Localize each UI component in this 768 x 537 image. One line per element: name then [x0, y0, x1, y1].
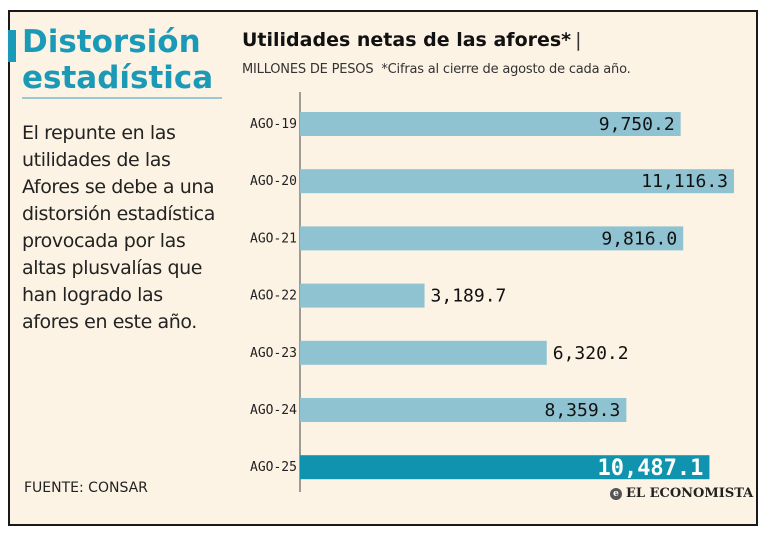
- category-label: AGO-20: [250, 174, 297, 189]
- headline: Distorsión estadística: [22, 24, 242, 96]
- value-label: 9,816.0: [601, 228, 677, 249]
- description-line: han logrado las: [22, 284, 163, 306]
- description-line: afores en este año.: [22, 311, 197, 333]
- description-line: altas plusvalías que: [22, 257, 203, 279]
- value-label: 6,320.2: [553, 343, 629, 364]
- description-line: provocada por las: [22, 230, 186, 252]
- infographic-frame: [8, 10, 758, 526]
- headline-accent-bar: [8, 30, 16, 62]
- value-label: 8,359.3: [545, 400, 621, 421]
- bar: [300, 112, 681, 136]
- category-label: AGO-21: [250, 231, 297, 246]
- bar: [300, 283, 425, 308]
- brand-logo: e EL ECONOMISTA: [610, 486, 753, 501]
- category-label: AGO-24: [250, 403, 297, 418]
- category-label: AGO-25: [250, 460, 297, 475]
- value-label: 11,116.3: [641, 171, 728, 192]
- bar: [300, 455, 710, 480]
- description-line: El repunte en las: [22, 122, 176, 144]
- description: El repunte en las utilidades de las Afor…: [22, 120, 238, 336]
- bar: [300, 169, 734, 194]
- description-line: utilidades de las: [22, 149, 171, 171]
- category-label: AGO-19: [250, 117, 297, 132]
- chart-title: Utilidades netas de las afores* |: [242, 29, 582, 51]
- bar: [300, 340, 547, 365]
- chart-subtitle: MILLONES DE PESOS *Cifras al cierre de ag…: [242, 62, 631, 77]
- headline-divider: [22, 97, 222, 99]
- value-label: 9,750.2: [599, 114, 675, 135]
- headline-line: estadística: [22, 60, 214, 96]
- description-line: Afores se debe a una: [22, 176, 215, 198]
- chart-note: *Cifras al cierre de agosto de cada año.: [381, 62, 631, 77]
- chart-title-text: Utilidades netas de las afores*: [242, 29, 572, 51]
- headline-line: Distorsión: [22, 24, 201, 60]
- chart-title-separator: |: [575, 29, 582, 51]
- category-label: AGO-22: [250, 289, 297, 304]
- source-credit: FUENTE: CONSAR: [24, 480, 148, 496]
- bar: [300, 398, 627, 422]
- brand-mark-icon: e: [610, 487, 622, 500]
- description-line: distorsión estadística: [22, 203, 215, 225]
- bar: [300, 226, 684, 251]
- unit-label: MILLONES DE PESOS: [242, 62, 374, 77]
- value-label: 10,487.1: [597, 456, 703, 481]
- value-label: 3,189.7: [431, 286, 507, 307]
- category-label: AGO-23: [250, 346, 297, 361]
- brand-name: EL ECONOMISTA: [626, 486, 754, 501]
